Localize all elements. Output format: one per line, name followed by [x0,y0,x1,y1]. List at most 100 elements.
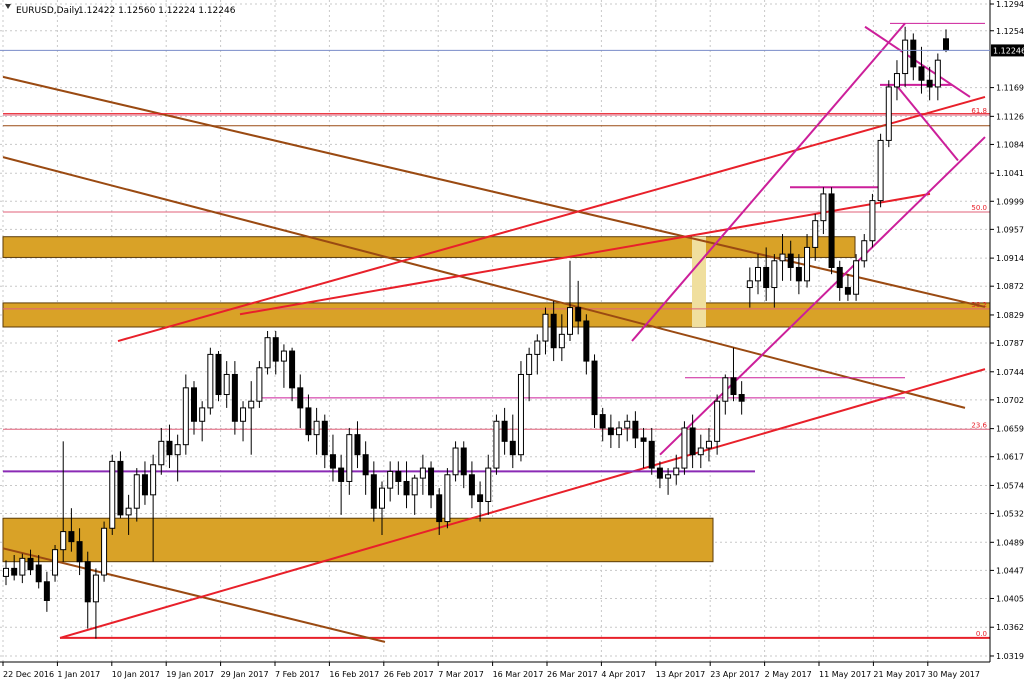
candle [877,133,884,208]
candle-body [812,220,819,248]
candle [191,381,197,435]
y-tick-label: 1.09990 [996,197,1024,206]
candle-body [272,337,279,362]
candle-body [599,414,606,429]
brown-trendline-middle [2,156,966,409]
current-price-tag [991,44,1024,57]
candle [738,381,745,415]
candle [215,351,222,402]
candle [509,414,516,469]
highlight-zone [692,236,706,327]
candle [501,407,508,455]
candle [101,521,108,582]
candle-body [616,427,623,436]
candle [3,560,9,586]
candle [681,421,688,475]
candle [362,441,369,495]
candle-body [607,427,614,436]
y-tick-label: 1.12540 [996,27,1024,36]
candle [289,347,296,402]
candle [174,434,181,482]
candle [493,414,500,475]
candle [844,274,851,301]
candle [27,549,34,576]
x-tick-label: 16 Feb 2017 [329,670,379,679]
candle [231,361,238,435]
candle-body [705,440,712,449]
y-tick-label: 1.09570 [996,225,1024,234]
candle [117,451,124,519]
candle-body [836,266,843,289]
candle-body [542,313,549,342]
candle [150,454,157,562]
candle-body [346,434,353,482]
candle [182,374,189,455]
candle [599,407,606,442]
candle [795,254,802,295]
current-price-label: 1.12246 [993,46,1024,55]
y-tick-label: 1.12940 [996,0,1024,9]
candle-body [182,387,189,446]
candle [771,254,778,308]
candle-body [787,253,794,268]
candle [379,481,385,535]
candle [76,528,83,576]
x-tick-label: 29 Jan 2017 [221,670,269,679]
candle [92,568,99,639]
candle [542,307,549,355]
candle-body [844,287,851,295]
candle [722,374,729,415]
candle [828,187,835,275]
candle [60,441,67,562]
price-zones [2,236,991,563]
candle-body [436,494,443,523]
candle [403,461,410,509]
candle [460,441,467,489]
candle [297,374,304,428]
candle-body [166,440,173,456]
candle [452,441,459,482]
candle-body [885,86,892,141]
candle-body [861,240,868,262]
candle [902,26,909,87]
candle [84,551,91,629]
fib-level-label: 50.0 [971,204,987,212]
y-tick-label: 1.07020 [996,396,1024,405]
candle-body [853,260,860,295]
candle-body [395,470,402,482]
candle-body [558,333,565,349]
candle [223,361,230,408]
red-trendline-support [59,368,986,639]
dropdown-triangle-icon[interactable] [5,4,11,9]
candle [755,254,761,295]
x-tick-label: 26 Feb 2017 [384,670,434,679]
candle-body [673,467,680,476]
candle-body [321,420,328,456]
candle [354,421,361,469]
candle [436,488,443,535]
candle [665,468,672,495]
candle [109,454,116,535]
candle-body [223,373,230,396]
candle-body [370,474,377,509]
candle-body [509,440,516,456]
price-zone-resistance [2,236,856,258]
candle [934,53,941,101]
fib-level-label: 0.0 [976,630,987,638]
candle-body [501,420,508,442]
wedge-lower [894,82,959,162]
candle-body [722,377,729,402]
candle-body [534,340,541,355]
candle-body [68,531,75,543]
candle-body [804,246,811,282]
chart-symbol-label: EURUSD,Daily [16,6,80,16]
candle-body [362,454,369,476]
candle [624,414,631,442]
y-tick-label: 1.04470 [996,566,1024,575]
candle [166,424,173,469]
candle-body [910,39,917,68]
candle-body [387,470,394,489]
candle [272,331,279,375]
